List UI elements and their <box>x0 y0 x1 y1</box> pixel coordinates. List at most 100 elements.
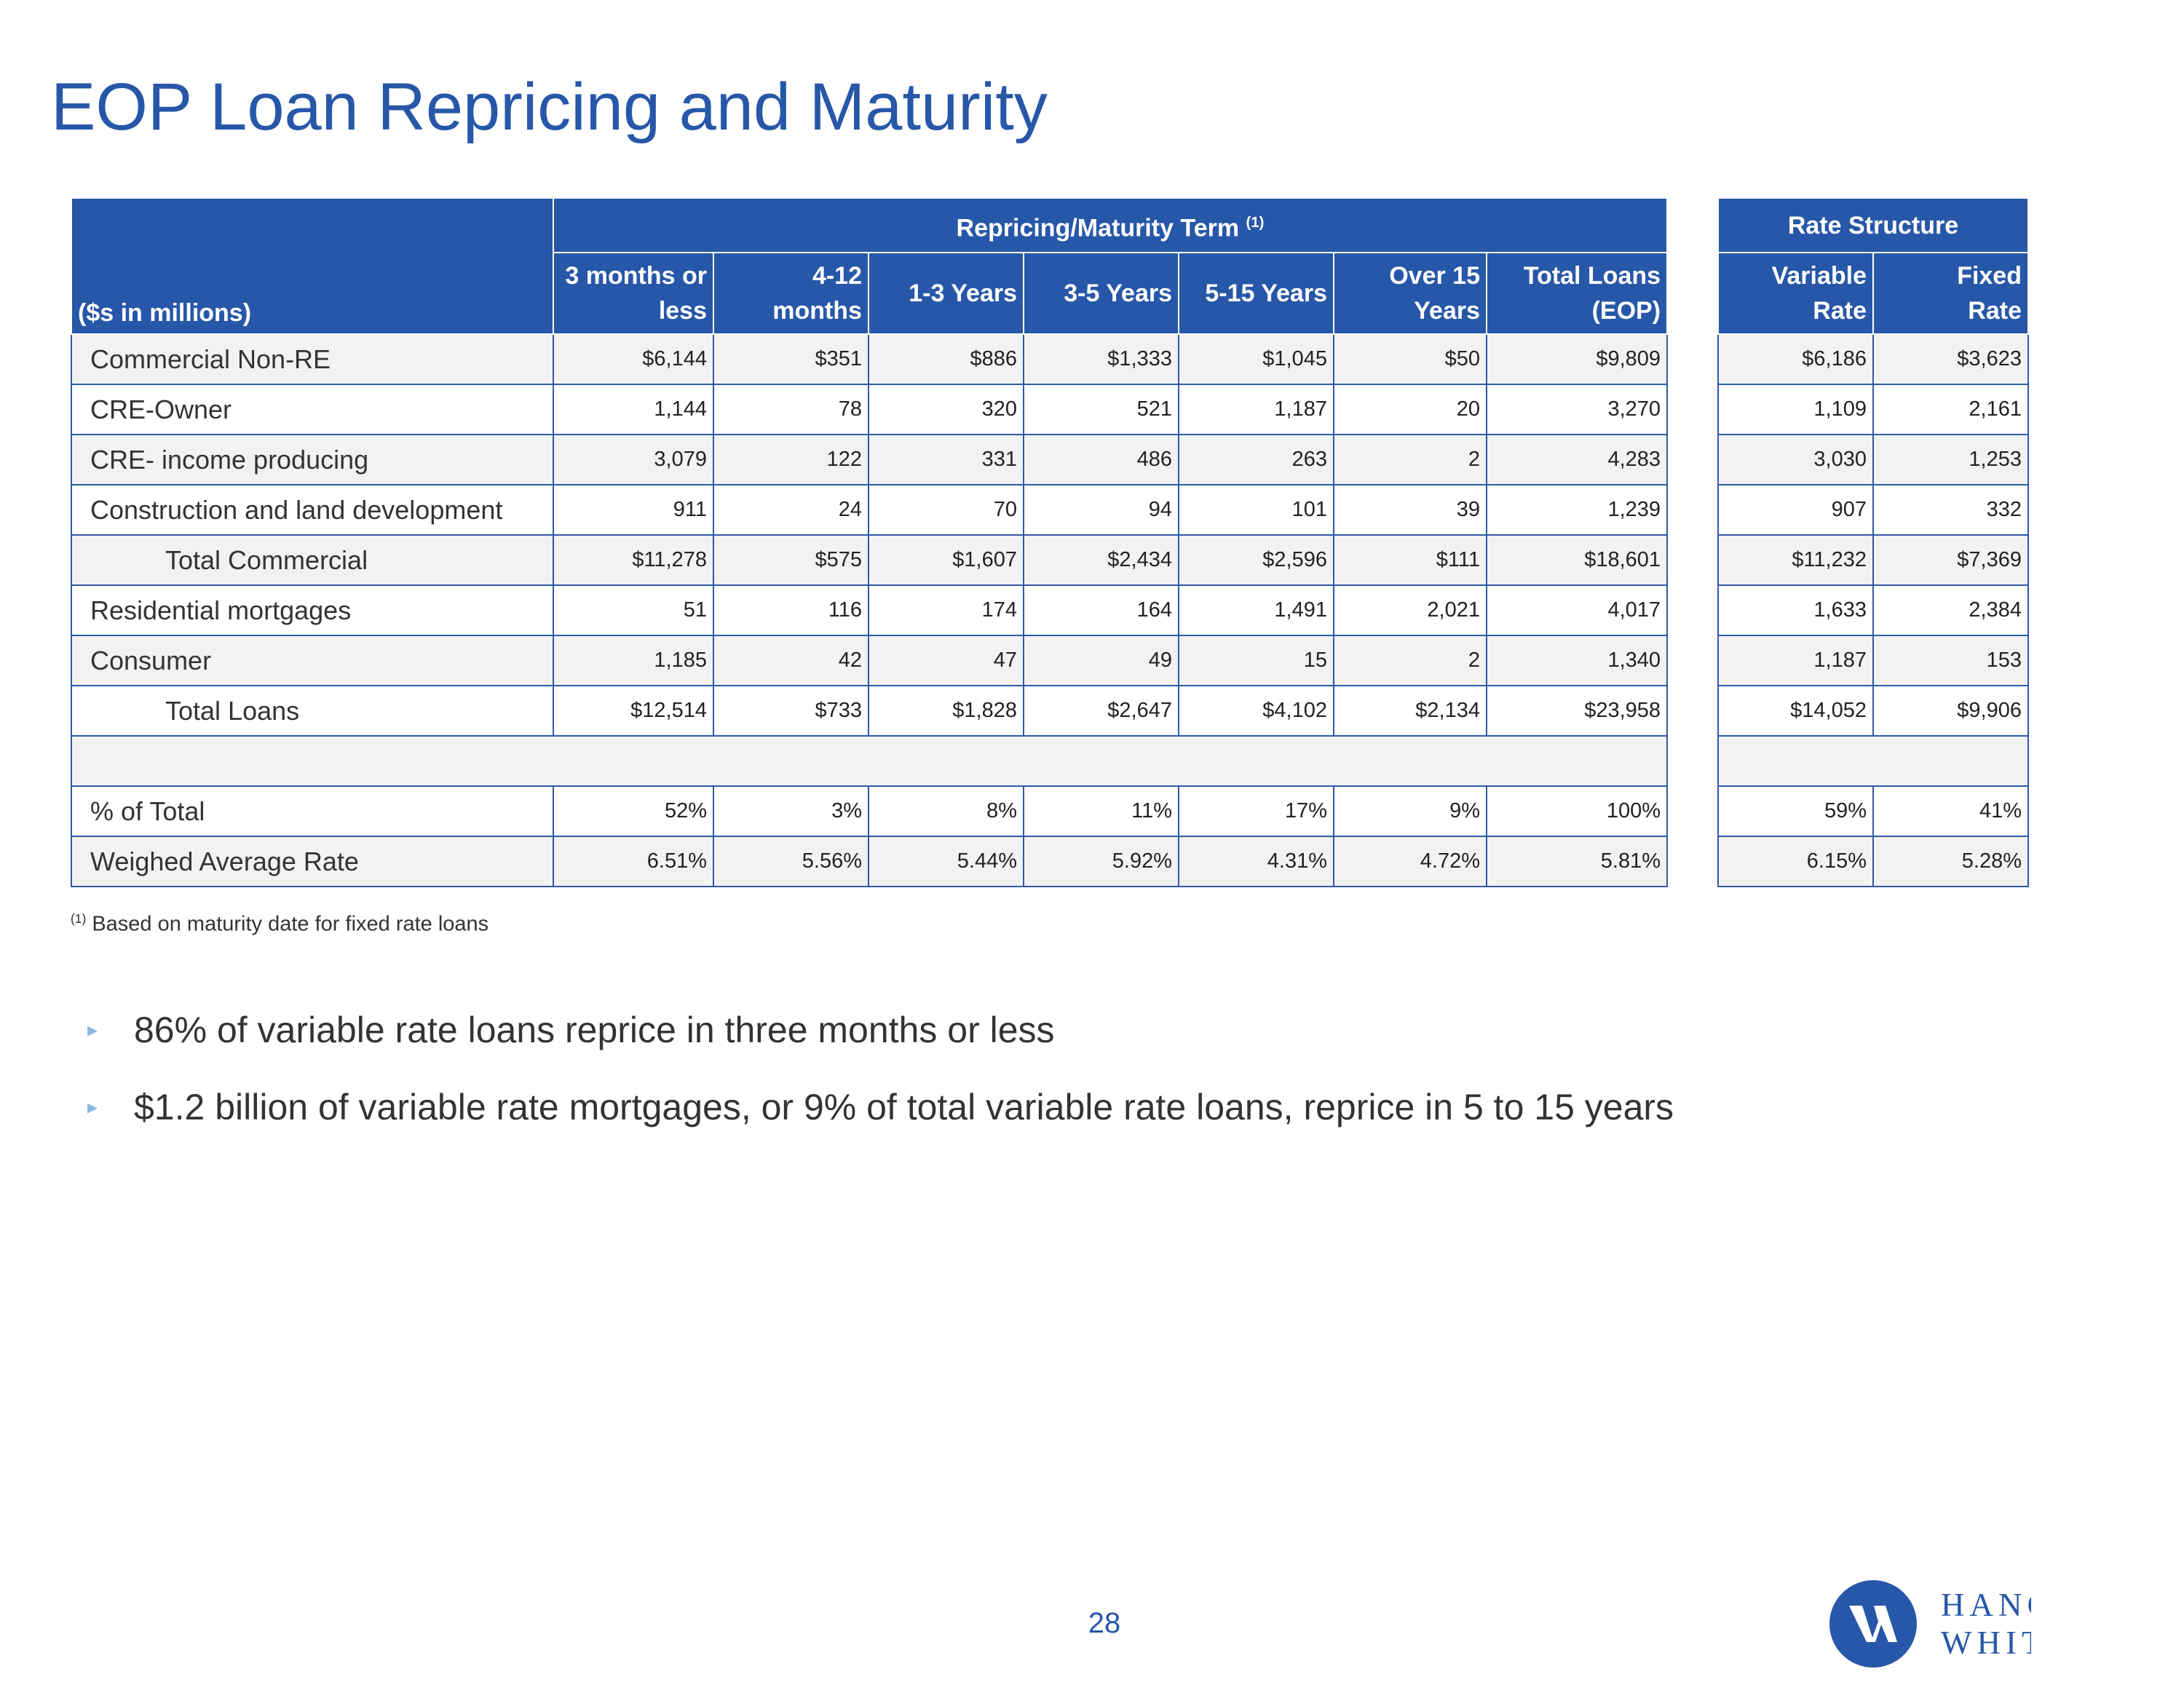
value-cell: $1,045 <box>1178 333 1334 385</box>
value-cell: $733 <box>713 685 869 737</box>
value-cell: 911 <box>553 484 714 536</box>
value-cell: $2,434 <box>1023 534 1179 586</box>
value-cell: 2,161 <box>1872 384 2029 435</box>
value-cell: 78 <box>713 384 869 435</box>
header-line: Rate <box>1813 297 1867 325</box>
value-cell: 3,079 <box>553 434 714 485</box>
table-row: Total Commercial $11,278 $575 $1,607 $2,434 $… <box>71 534 1669 586</box>
column-header-row: 3 months or less 4-12 months 1-3 Years 3-5 Ye… <box>71 252 1669 335</box>
value-cell: 153 <box>1872 635 2029 686</box>
table-row: $14,052 $9,906 <box>1717 685 2029 737</box>
value-cell: 3,030 <box>1717 434 1874 485</box>
bullet: 86% of variable rate loans reprice in th… <box>87 991 1674 1069</box>
table-row: $11,232 $7,369 <box>1717 534 2029 586</box>
table-row: 3,030 1,253 <box>1717 434 2029 485</box>
value-cell: 1,239 <box>1485 484 1669 536</box>
value-cell: 4.31% <box>1178 836 1334 887</box>
table-row: Commercial Non-RE $6,144 $351 $886 $1,333 $1,… <box>71 333 1669 385</box>
value-cell: $1,333 <box>1023 333 1179 385</box>
value-cell: 41% <box>1872 785 2029 837</box>
table-row <box>70 735 1669 787</box>
header-line: 5-15 Years <box>1205 279 1327 307</box>
column-header: 4-12 months <box>713 252 869 335</box>
value-cell: $111 <box>1333 534 1487 586</box>
value-cell: 5.28% <box>1872 836 2029 887</box>
value-cell: $50 <box>1333 333 1487 385</box>
value-cell: 164 <box>1023 584 1179 636</box>
table-row: Weighed Average Rate 6.51% 5.56% 5.44% 5.92%… <box>71 836 1669 887</box>
value-cell: 17% <box>1178 785 1334 837</box>
header-line: 3-5 Years <box>1064 279 1172 307</box>
rate-header: Rate Structure Variable Rate Fixed Rate <box>1717 197 2029 335</box>
value-cell: 4,283 <box>1485 434 1669 485</box>
header-line: (EOP) <box>1591 297 1661 325</box>
value-cell: $11,232 <box>1717 534 1874 586</box>
value-cell: 15 <box>1178 635 1334 686</box>
value-cell: $1,828 <box>868 685 1024 737</box>
table-row: CRE-Owner 1,144 78 320 521 1,187 20 3,270 <box>71 384 1669 435</box>
value-cell: $12,514 <box>553 685 714 737</box>
table-row: 1,187 153 <box>1717 635 2029 686</box>
row-label: Construction and land development <box>71 484 554 536</box>
row-label: Total Commercial <box>71 534 554 586</box>
value-cell: $3,623 <box>1872 333 2029 385</box>
table-row: 907 332 <box>1717 484 2029 536</box>
value-cell: 3% <box>713 785 869 837</box>
row-label: CRE-Owner <box>71 384 554 435</box>
value-cell: 9% <box>1333 785 1487 837</box>
table-row: 59% 41% <box>1717 785 2029 837</box>
value-cell: 2 <box>1333 635 1487 686</box>
title: EOP Loan Repricing and Maturity <box>51 70 1048 144</box>
value-cell: 521 <box>1023 384 1179 435</box>
value-cell: $18,601 <box>1485 534 1669 586</box>
value-cell: 2 <box>1333 434 1487 485</box>
header-line: less <box>658 297 707 325</box>
value-cell: 174 <box>868 584 1024 636</box>
column-header: Fixed Rate <box>1872 252 2029 335</box>
value-cell: 100% <box>1485 785 1669 837</box>
note-mark: (1) <box>1246 214 1265 231</box>
header-line: Years <box>1414 297 1480 325</box>
header-line: Total Loans <box>1523 262 1661 290</box>
table-header: ($s in millions) Repricing/Maturity Term… <box>71 197 1669 335</box>
value-cell: $2,647 <box>1023 685 1179 737</box>
value-cell: $351 <box>713 333 869 385</box>
header-line: Fixed <box>1957 262 2022 290</box>
column-header: 3-5 Years <box>1023 252 1179 335</box>
table-row <box>1717 735 2029 787</box>
value-cell: 3,270 <box>1485 384 1669 435</box>
group-title: Rate Structure <box>1787 211 1959 239</box>
blank-cell <box>1717 735 2029 787</box>
logo-mark <box>1829 1580 1917 1668</box>
column-header: 1-3 Years <box>868 252 1024 335</box>
table-row: Residential mortgages 51 116 174 164 1,491 2,0… <box>71 584 1669 636</box>
rate-body: $6,186 $3,623 1,109 2,161 3,030 1,253 907 332 $1… <box>1717 333 2029 887</box>
value-cell: $2,596 <box>1178 534 1334 586</box>
row-label: CRE- income producing <box>71 434 554 485</box>
value-cell: 263 <box>1178 434 1334 485</box>
value-cell: 52% <box>553 785 714 837</box>
value-cell: 486 <box>1023 434 1179 485</box>
bullet-list: 86% of variable rate loans reprice in th… <box>87 991 1674 1146</box>
header-line: Over 15 <box>1389 262 1480 290</box>
value-cell: 331 <box>868 434 1024 485</box>
column-header: Variable Rate <box>1717 252 1874 335</box>
value-cell: 1,491 <box>1178 584 1334 636</box>
value-cell: $1,607 <box>868 534 1024 586</box>
value-cell: 94 <box>1023 484 1179 536</box>
value-cell: 47 <box>868 635 1024 686</box>
value-cell: 4.72% <box>1333 836 1487 887</box>
value-cell: 101 <box>1178 484 1334 536</box>
value-cell: 116 <box>713 584 869 636</box>
value-cell: 1,633 <box>1717 584 1874 636</box>
table-row: 1,109 2,161 <box>1717 384 2029 435</box>
blank-cell <box>70 735 1669 787</box>
value-cell: 332 <box>1872 484 2029 536</box>
value-cell: 2,021 <box>1333 584 1487 636</box>
value-cell: 39 <box>1333 484 1487 536</box>
value-cell: 51 <box>553 584 714 636</box>
value-cell: 4,017 <box>1485 584 1669 636</box>
column-header: Total Loans (EOP) <box>1485 252 1669 335</box>
header-line: 1-3 Years <box>909 279 1017 307</box>
header-line: Variable <box>1771 262 1867 290</box>
